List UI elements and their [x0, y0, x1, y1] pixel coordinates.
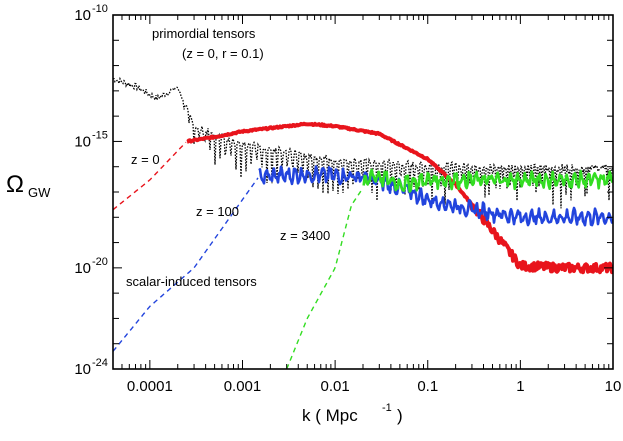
x-tick-label: 0.001 [224, 378, 262, 395]
series-z-100 [258, 165, 613, 227]
y-tick-label-exponent: -15 [92, 129, 108, 141]
annotation-label: z = 3400 [280, 228, 330, 243]
x-tick-label: 0.1 [417, 378, 438, 395]
y-axis-label-subscript: GW [28, 185, 51, 200]
x-axis-label-close: ) [397, 406, 403, 425]
x-tick-label: 0.01 [321, 378, 350, 395]
series-primordial-tensors-z-0-r-0-1- [113, 76, 613, 209]
series-z-100-dashed [113, 177, 259, 352]
y-axis-label: Ω [6, 171, 24, 198]
y-tick-label: 10 [74, 361, 91, 378]
y-tick-label: 10 [74, 7, 91, 24]
plot-frame [112, 14, 614, 370]
series-z-3400 [362, 168, 613, 193]
series-z-0 [186, 121, 613, 275]
x-tick-label: 10 [605, 378, 622, 395]
series-z-0-dashed [113, 141, 187, 211]
annotation-label: scalar-induced tensors [126, 274, 257, 289]
y-tick-label: 10 [74, 133, 91, 150]
series-z-3400-dashed [286, 187, 364, 369]
x-tick-label: 0.0001 [127, 378, 173, 395]
annotation-label: primordial tensors [152, 26, 256, 41]
y-tick-label-exponent: -20 [92, 256, 108, 268]
x-axis-label-superscript: -1 [382, 402, 392, 414]
y-tick-label-exponent: -10 [92, 3, 108, 15]
annotation-label: z = 0 [131, 152, 160, 167]
x-tick-label: 1 [516, 378, 524, 395]
annotation-label: (z = 0, r = 0.1) [182, 46, 264, 61]
x-axis-label: k ( Mpc [302, 406, 358, 425]
plot-area [113, 76, 613, 369]
annotation-label: z = 100 [196, 204, 239, 219]
y-tick-label: 10 [74, 260, 91, 277]
y-tick-label-exponent: -24 [92, 357, 108, 369]
